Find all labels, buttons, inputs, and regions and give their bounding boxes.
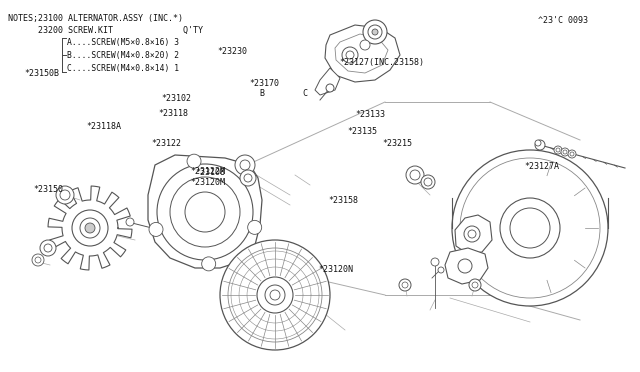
Circle shape [257, 277, 293, 313]
Circle shape [554, 146, 562, 154]
Circle shape [406, 166, 424, 184]
Circle shape [561, 148, 569, 156]
Text: *23230: *23230 [218, 47, 248, 56]
Circle shape [410, 170, 420, 180]
Circle shape [424, 178, 432, 186]
Circle shape [372, 29, 378, 35]
Text: *23122M: *23122M [191, 167, 226, 176]
Text: *23127A: *23127A [525, 162, 560, 171]
Circle shape [360, 40, 370, 50]
Circle shape [240, 160, 250, 170]
Circle shape [170, 177, 240, 247]
Circle shape [500, 198, 560, 258]
Circle shape [399, 279, 411, 291]
Text: B: B [259, 89, 264, 98]
Circle shape [458, 259, 472, 273]
Circle shape [438, 267, 444, 273]
Text: *23127(INC.23158): *23127(INC.23158) [339, 58, 424, 67]
Text: *23122: *23122 [152, 139, 182, 148]
Text: *23120N: *23120N [319, 265, 354, 274]
Circle shape [40, 240, 56, 256]
Text: *23150B: *23150B [24, 69, 60, 78]
Circle shape [248, 220, 262, 234]
Text: *23118: *23118 [158, 109, 188, 118]
Text: C....SCREW(M4×0.8×14) 1: C....SCREW(M4×0.8×14) 1 [67, 64, 179, 73]
Circle shape [187, 154, 201, 168]
Text: *23102: *23102 [161, 94, 191, 103]
Circle shape [228, 248, 322, 342]
Circle shape [220, 240, 330, 350]
Text: *23215: *23215 [383, 139, 413, 148]
Circle shape [185, 192, 225, 232]
Text: *23170: *23170 [250, 79, 280, 88]
Circle shape [556, 148, 560, 152]
Text: B....SCREW(M4×0.8×20) 2: B....SCREW(M4×0.8×20) 2 [67, 51, 179, 60]
Text: A....SCREW(M5×0.8×16) 3: A....SCREW(M5×0.8×16) 3 [67, 38, 179, 47]
Circle shape [464, 226, 480, 242]
Circle shape [60, 190, 70, 200]
Circle shape [270, 290, 280, 300]
Polygon shape [445, 248, 488, 284]
Circle shape [363, 20, 387, 44]
Circle shape [126, 218, 134, 226]
Circle shape [472, 282, 478, 288]
Circle shape [368, 25, 382, 39]
Circle shape [235, 155, 255, 175]
Circle shape [568, 150, 576, 158]
Text: ^23'C 0093: ^23'C 0093 [538, 16, 588, 25]
Circle shape [535, 140, 541, 146]
Circle shape [202, 257, 216, 271]
Circle shape [56, 186, 74, 204]
Circle shape [72, 210, 108, 246]
Text: 23200 SCREW.KIT              Q'TY: 23200 SCREW.KIT Q'TY [8, 26, 203, 35]
Circle shape [563, 150, 567, 154]
Text: *23135: *23135 [348, 127, 378, 136]
Circle shape [326, 84, 334, 92]
Circle shape [570, 152, 574, 156]
Polygon shape [325, 25, 400, 82]
Circle shape [244, 174, 252, 182]
Circle shape [346, 51, 354, 59]
Circle shape [452, 150, 608, 306]
Text: *23120M: *23120M [191, 178, 226, 187]
Polygon shape [315, 68, 340, 95]
Circle shape [265, 285, 285, 305]
Circle shape [469, 279, 481, 291]
Circle shape [535, 140, 545, 150]
Text: *23108: *23108 [195, 169, 225, 177]
Circle shape [44, 244, 52, 252]
Circle shape [431, 258, 439, 266]
Text: *23150: *23150 [33, 185, 63, 194]
Circle shape [35, 257, 41, 263]
Circle shape [402, 282, 408, 288]
Polygon shape [335, 34, 388, 73]
Circle shape [149, 222, 163, 237]
Text: C: C [302, 89, 307, 98]
Polygon shape [148, 155, 262, 268]
Text: NOTES;23100 ALTERNATOR.ASSY (INC.*): NOTES;23100 ALTERNATOR.ASSY (INC.*) [8, 14, 183, 23]
Circle shape [460, 158, 600, 298]
Circle shape [32, 254, 44, 266]
Circle shape [421, 175, 435, 189]
Circle shape [80, 218, 100, 238]
Circle shape [342, 47, 358, 63]
Polygon shape [455, 215, 492, 254]
Circle shape [240, 170, 256, 186]
Circle shape [157, 164, 253, 260]
Text: *23118A: *23118A [86, 122, 122, 131]
Circle shape [85, 223, 95, 233]
Circle shape [468, 230, 476, 238]
Circle shape [510, 208, 550, 248]
Text: *23133: *23133 [355, 110, 385, 119]
Text: *23158: *23158 [328, 196, 358, 205]
